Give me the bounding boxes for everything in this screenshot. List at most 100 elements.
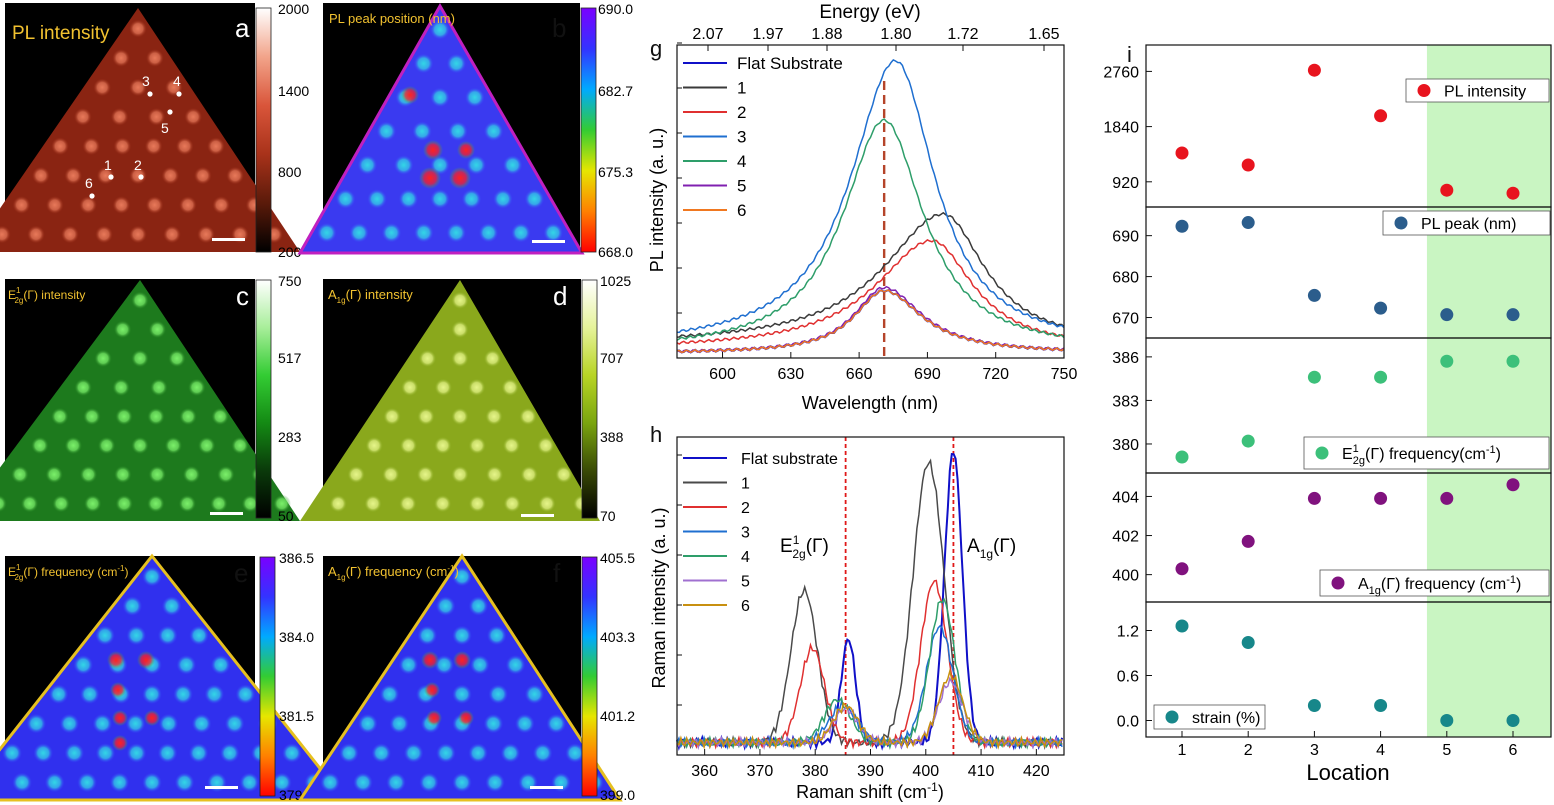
map-spot [178,494,197,513]
map-spot [12,772,33,793]
cb-b-tick: 668.0 [598,244,633,260]
cb-a-tick: 2000 [278,1,309,17]
map-spot [197,436,216,455]
map-spot [520,465,539,484]
map-spot [219,743,240,763]
map-spot [434,654,455,675]
legend-label: 2 [741,500,750,517]
map-spot [419,772,439,793]
map-spot [446,53,467,74]
map-spot [197,225,215,244]
map-spot [485,407,503,426]
map-spot [357,713,378,734]
map-spot [447,121,468,142]
map-spot [113,320,132,339]
highlight-region [1426,45,1551,737]
y-tick-label: 1840 [1103,120,1139,137]
map-spot [20,494,39,513]
legend-box [1382,210,1551,236]
map-spot [483,713,504,734]
map-spot [94,349,113,368]
x-tick-label: 420 [1023,763,1050,780]
map-spot [468,436,487,455]
map-spot [115,494,134,513]
map-hotspot [424,682,440,698]
legend-marker [1417,84,1431,97]
map-spot [31,166,50,185]
panel-d-map [300,280,600,521]
y-tick-label: 670 [1112,311,1139,328]
map-spot [126,743,147,763]
data-point [1506,308,1520,322]
top-tick-label: 1.65 [1028,26,1059,43]
panel-f-letter: f [553,558,561,588]
legend-label: 4 [737,152,746,171]
legend-text-part: 1g [1369,585,1381,597]
map-spot [30,436,49,455]
x-tick-label: 400 [912,763,939,780]
legend-label: PL peak (nm) [1421,216,1516,233]
map-spot [184,107,203,126]
panel-h: h 360 370 380 390 400 410 420 Raman shift (cm-… [649,422,1065,802]
y-tick-label: 400 [1112,568,1139,585]
map-spot [451,349,469,368]
cb-d-tick: 70 [600,508,616,524]
map-spot [430,188,450,209]
y-tick-label: 402 [1112,529,1139,546]
map-spot [435,596,456,616]
map-spot [565,743,585,763]
map-spot [398,188,419,209]
map-region [297,2,585,255]
data-point [1374,301,1388,315]
map-spot [554,465,573,484]
map-spot [485,772,505,793]
panel-g-ticks: 600 630 660 690 720 750 2.07 1.97 1.88 1.80 1.72 1.… [677,26,1077,383]
panel-f-colorbar-ticks: 405.5 403.3 401.2 399.0 [600,550,635,803]
map-hotspot [453,651,471,669]
map-spot [412,121,433,142]
map-spot [320,772,341,793]
map-hotspot [110,682,126,698]
map-spot [191,713,212,734]
panel-b: PL peak position (nm) b 690.0 682.7 675.… [297,1,633,260]
panel-f: A1g(Γ) frequency (cm-1) f 405.5 403.3 40… [297,550,635,803]
map-spot [514,713,535,734]
panel-b-title: PL peak position (nm) [329,11,455,26]
map-spot [0,494,8,513]
data-point [1374,370,1388,384]
cb-b-tick: 675.3 [598,164,633,180]
map-spot [212,196,231,214]
map-spot [131,436,149,455]
data-point [1506,354,1520,368]
cb-c-tick: 50 [278,508,294,524]
map-spot [485,465,504,484]
map-spot [271,772,292,793]
map-spot [383,407,401,426]
series-line [676,624,1063,751]
top-tick-label: 1.97 [752,26,783,43]
data-point [1374,109,1388,123]
map-spot [189,625,209,646]
legend-label: PL intensity [1444,84,1526,101]
x-tick-label: 5 [1442,742,1451,759]
panel-b-colorbar [580,7,597,253]
map-spot [510,222,531,243]
y-tick-label: 380 [1112,437,1139,454]
legend-label: 5 [741,574,750,591]
map-spot [452,684,472,705]
map-hotspot [107,651,125,669]
panel-h-frame [676,436,1065,756]
map-spot [367,188,388,209]
map-spot [538,494,556,513]
map-spot [393,155,414,175]
map-spot [147,407,165,426]
map-spot [381,465,400,484]
panel-h-annotation-e2g: E1 2g(Γ) [780,533,829,561]
map-spot [316,222,337,243]
panel-i-letter: i [1127,42,1132,67]
panel-i: i 920 1840 2760 PL intensity 670 680 690 PL pea… [1103,42,1552,785]
panel-c-map [0,280,300,521]
legend-text-part: -1 [1486,444,1496,456]
cb-e-tick: 386.5 [279,550,314,566]
